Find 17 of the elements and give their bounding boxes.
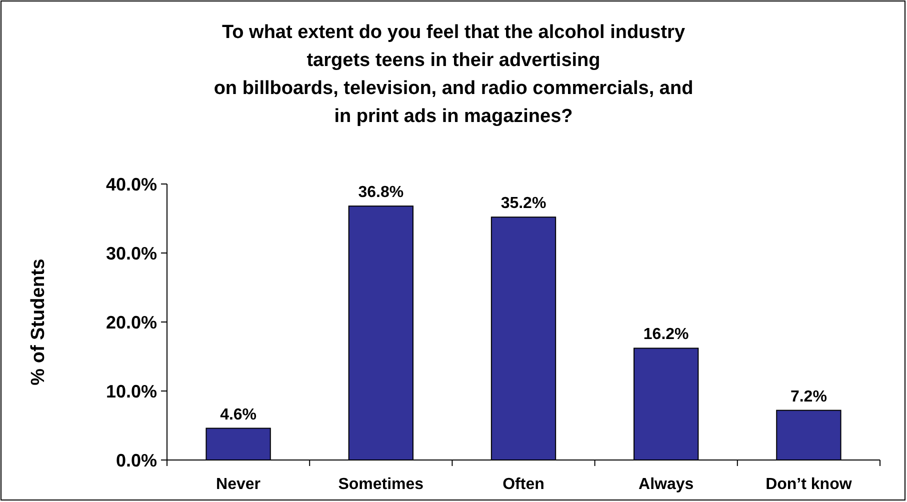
data-label: 7.2% <box>790 388 827 406</box>
chart-title: To what extent do you feel that the alcohol industry targets teens in their advertising on billboards, television, and radio commercials, and in print ads in magazines? <box>214 22 694 127</box>
x-tick-label: Don’t know <box>766 476 852 493</box>
data-label: 36.8% <box>358 184 404 202</box>
x-tick-label: Always <box>638 476 694 493</box>
y-tick-label: 10.0% <box>106 381 157 402</box>
y-tick-label: 40.0% <box>106 174 157 194</box>
data-label: 16.2% <box>643 326 689 344</box>
x-tick-label: Sometimes <box>338 476 424 493</box>
y-tick-label: 30.0% <box>106 243 157 264</box>
y-tick-label: 20.0% <box>106 312 157 332</box>
x-tick-label: Often <box>502 476 544 493</box>
data-label: 35.2% <box>500 195 546 212</box>
y-tick-label: 0.0% <box>116 450 157 470</box>
data-label: 4.6% <box>220 406 257 424</box>
x-tick-label: Never <box>216 476 261 493</box>
y-axis-title: % of Students <box>28 258 49 386</box>
